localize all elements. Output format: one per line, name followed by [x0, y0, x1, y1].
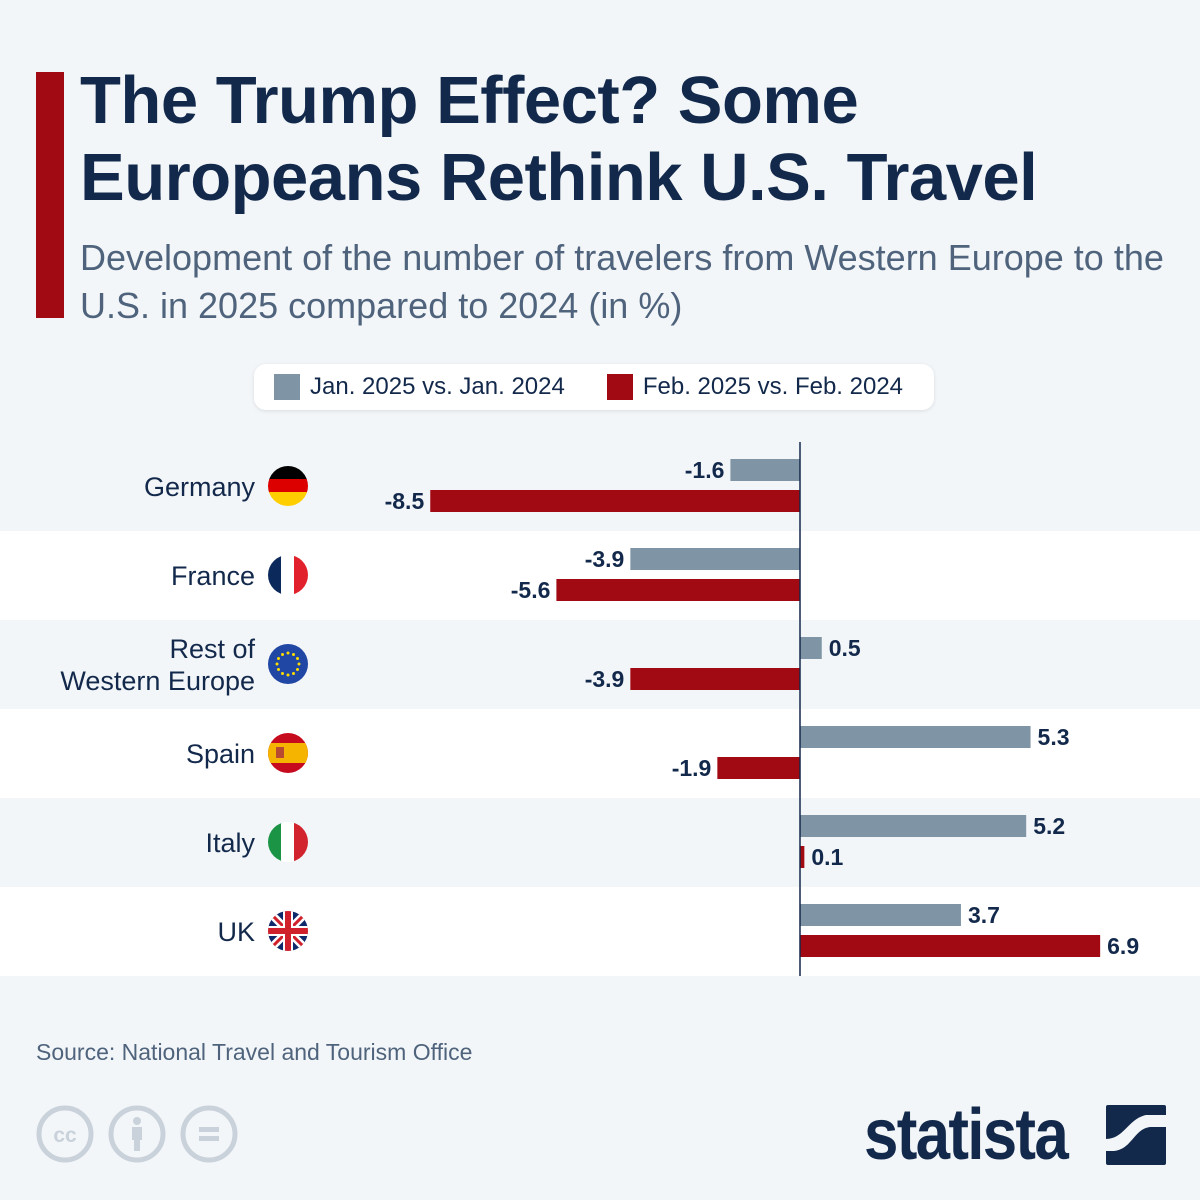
bar-feb-italy — [800, 846, 805, 868]
germany-flag-icon — [268, 466, 308, 506]
legend-swatch-feb — [606, 374, 633, 400]
category-label: Spain — [185, 738, 255, 769]
data-label: 6.9 — [1107, 933, 1139, 959]
statista-logo[interactable]: statista — [864, 1095, 1166, 1175]
data-label: -1.9 — [672, 755, 712, 781]
data-label: 5.2 — [1033, 813, 1065, 839]
creative-commons-icon: cc — [36, 1105, 94, 1163]
category-row: France — [0, 531, 1200, 620]
legend-label-feb: Feb. 2025 vs. Feb. 2024 — [642, 373, 904, 400]
category-label: UK — [217, 916, 255, 947]
france-flag-icon — [268, 555, 308, 595]
data-label: 0.1 — [811, 844, 843, 870]
legend-swatch-jan — [274, 374, 300, 400]
data-label: -1.6 — [685, 457, 725, 483]
bar-feb-france — [556, 579, 800, 601]
data-label: -5.6 — [511, 577, 551, 603]
category-row: Italy — [0, 798, 1200, 887]
bar-jan-italy — [800, 815, 1027, 837]
legend-item-jan: Jan. 2025 vs. Jan. 2024 — [274, 373, 565, 401]
attribution-icon — [108, 1105, 166, 1163]
bar-jan-germany — [730, 459, 800, 481]
legend: Jan. 2025 vs. Jan. 2024 Feb. 2025 vs. Fe… — [254, 364, 934, 410]
bar-jan-spain — [800, 726, 1031, 748]
license-icons: cc — [36, 1105, 238, 1163]
source-note: Source: National Travel and Tourism Offi… — [36, 1039, 473, 1065]
chart-title: The Trump Effect? Some Europeans Rethink… — [80, 63, 1038, 215]
data-label: -3.9 — [585, 666, 625, 692]
svg-text:cc: cc — [53, 1124, 77, 1147]
category-row: Rest of Western Europe — [0, 620, 1200, 709]
statista-wordmark: statista — [864, 1095, 1069, 1175]
bar-feb-germany — [430, 490, 800, 512]
category-rows: Germany France Rest of Western Europe Spain I… — [0, 442, 1200, 976]
legend-label-jan: Jan. 2025 vs. Jan. 2024 — [310, 373, 565, 400]
bar-jan-rest-of-western-europe — [800, 637, 822, 659]
no-derivatives-icon — [180, 1105, 238, 1163]
bar-jan-france — [630, 548, 800, 570]
eu-flag-icon — [268, 644, 308, 684]
data-label: -8.5 — [385, 488, 425, 514]
category-label: Rest of Western Europe — [60, 633, 255, 696]
spain-flag-icon — [268, 733, 308, 773]
statista-logo-icon — [1106, 1105, 1166, 1165]
data-label: 5.3 — [1038, 724, 1070, 750]
bar-feb-spain — [717, 757, 800, 779]
bar-feb-rest-of-western-europe — [630, 668, 800, 690]
title-accent-bar — [36, 72, 64, 318]
category-row: UK — [0, 887, 1200, 976]
bar-jan-uk — [800, 904, 961, 926]
legend-item-feb: Feb. 2025 vs. Feb. 2024 — [606, 373, 904, 401]
uk-flag-icon — [268, 911, 308, 951]
bar-chart: -1.6 -3.9 0.5 5.3 5.2 3.7 -8.5 -5.6 -3.9 -1.9 0.1 6… — [385, 442, 1139, 976]
bar-feb-uk — [800, 935, 1101, 957]
category-row: Germany — [0, 442, 1200, 531]
chart-subtitle: Development of the number of travelers f… — [80, 237, 1164, 326]
data-label: 0.5 — [829, 635, 861, 661]
data-label: 3.7 — [968, 902, 1000, 928]
data-label: -3.9 — [585, 546, 625, 572]
italy-flag-icon — [268, 822, 308, 862]
category-label: Germany — [143, 471, 255, 502]
category-label: France — [170, 560, 255, 591]
category-row: Spain — [0, 709, 1200, 798]
category-label: Italy — [205, 827, 255, 858]
